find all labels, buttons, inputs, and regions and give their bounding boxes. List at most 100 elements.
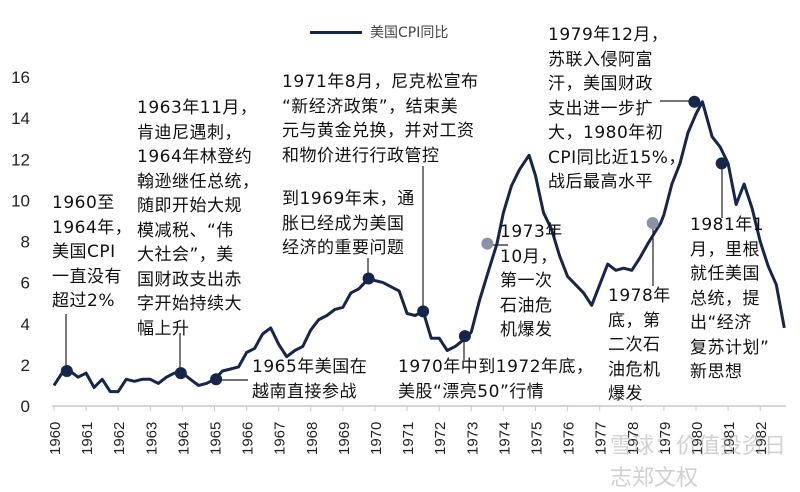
x-tick-label: 1964 bbox=[175, 422, 192, 455]
x-tick-label: 1963 bbox=[143, 422, 160, 455]
annotation-line: 一直没有 bbox=[52, 266, 122, 287]
annotation: 1978年底，第二次石油危机爆发 bbox=[608, 284, 671, 407]
annotation-line: 大社会”，美 bbox=[137, 245, 234, 265]
annotation-line: 1963年11月， bbox=[137, 98, 258, 118]
annotation-line: 1971年8月，尼克松宣布 bbox=[282, 72, 479, 92]
y-tick-label: 10 bbox=[11, 191, 30, 210]
x-tick-label: 1979 bbox=[657, 422, 674, 455]
annotation-line: 元与黄金兑换，并对工资 bbox=[282, 121, 475, 141]
annotation-line: 肯迪尼遇刺， bbox=[137, 122, 242, 143]
annotation-line: 汗，美国财政 bbox=[548, 74, 653, 94]
x-tick-label: 1973 bbox=[464, 422, 481, 455]
event-marker bbox=[417, 305, 430, 318]
x-tick-label: 1962 bbox=[111, 422, 128, 455]
y-tick-label: 6 bbox=[21, 274, 30, 293]
annotation-line: 幅上升 bbox=[137, 318, 190, 339]
annotation-line: 到1969年末，通 bbox=[282, 189, 415, 209]
annotation: 到1969年末，通 胀已经成为美国 经济的重要问题 bbox=[282, 187, 415, 261]
annotation-line: 石油危 bbox=[500, 295, 553, 316]
annotation: 1970年中到1972年底， 美股“漂亮50”行情 bbox=[398, 355, 594, 404]
annotation-line: 随即开始大规 bbox=[137, 196, 242, 216]
annotation-line: 机爆发 bbox=[500, 320, 553, 340]
annotation-line: 第一次 bbox=[500, 271, 553, 291]
annotation-line: 新思想 bbox=[690, 362, 743, 382]
annotation-line: 就任美国 bbox=[690, 264, 760, 284]
annotation: 1971年8月，尼克松宣布 “新经济政策”，结束美 元与黄金兑换，并对工资 和物价进行… bbox=[282, 70, 479, 168]
cpi-chart: 1960 1961 1962 1963 1964 1965 1966 1967 1968 1969… bbox=[11, 68, 786, 455]
x-tick-label: 1978 bbox=[625, 422, 642, 455]
annotation-line: 美股“漂亮50”行情 bbox=[398, 381, 545, 402]
annotation: 1960至 1964年， 美国CPI 一直没有超过2% bbox=[52, 191, 132, 314]
annotation-line: 复苏计划” bbox=[690, 337, 770, 358]
annotation: 1973年 10月， 第一次石油危机爆发 bbox=[500, 220, 563, 343]
x-tick-label: 1977 bbox=[593, 422, 610, 455]
y-tick-label: 4 bbox=[21, 315, 30, 334]
event-marker bbox=[481, 237, 494, 250]
x-tick-label: 1970 bbox=[368, 422, 385, 455]
annotation-line: 底，第 bbox=[608, 310, 661, 331]
annotation-line: 大，1980年初 bbox=[548, 123, 664, 143]
event-marker bbox=[646, 217, 659, 230]
annotation-line: 1979年12月， bbox=[548, 25, 669, 45]
x-tick-label: 1976 bbox=[561, 422, 578, 455]
event-marker bbox=[715, 157, 728, 170]
event-marker bbox=[210, 373, 223, 386]
annotation-line: 1970年中到1972年底， bbox=[398, 357, 594, 377]
x-tick-label: 1972 bbox=[432, 422, 449, 455]
annotation: 1963年11月， 肯迪尼遇刺， 1964年林登约 翰逊继任总统， 随即开始大规 模减税、… bbox=[137, 96, 260, 341]
x-tick-label: 1971 bbox=[400, 422, 417, 455]
annotation-line: 国财政支出赤 bbox=[137, 269, 242, 290]
annotation-line: “新经济政策”，结束美 bbox=[282, 96, 459, 117]
x-tick-label: 1975 bbox=[529, 422, 546, 455]
event-marker bbox=[362, 272, 375, 285]
annotation-line: 月，里根 bbox=[690, 239, 760, 260]
annotation-line: 1973年 bbox=[500, 222, 563, 242]
annotation-line: 战后最高水平 bbox=[548, 172, 653, 192]
y-tick-label: 8 bbox=[21, 233, 30, 252]
annotation-line: CPI同比近15%， bbox=[548, 147, 686, 168]
x-tick-label: 1981 bbox=[721, 422, 738, 455]
annotation-line: 1965年美国在 bbox=[252, 357, 368, 377]
annotation-line: 苏联入侵阿富 bbox=[548, 49, 653, 70]
y-tick-label: 16 bbox=[11, 68, 30, 87]
x-tick-label: 1968 bbox=[304, 422, 321, 455]
y-tick-label: 14 bbox=[11, 109, 30, 128]
annotation-line: 1960至 bbox=[52, 193, 115, 213]
annotation-line: 油危机 bbox=[608, 359, 661, 380]
annotation-line: 1964年， bbox=[52, 217, 133, 238]
event-marker bbox=[458, 330, 471, 343]
event-marker bbox=[174, 367, 187, 380]
annotation-line: 和物价进行行政管控 bbox=[282, 145, 440, 166]
annotation: 1981年1 月，里根就任美国总统，提出“经济复苏计划” 新思想 bbox=[690, 213, 769, 385]
x-tick-label: 1967 bbox=[272, 422, 289, 455]
annotation-line: 胀已经成为美国 bbox=[282, 213, 405, 234]
annotation-line: 爆发 bbox=[608, 384, 643, 404]
x-tick-label: 1982 bbox=[753, 422, 770, 455]
annotation-line: 1964年林登约 bbox=[137, 147, 253, 167]
legend-swatch bbox=[310, 30, 362, 34]
annotation-line: 10月， bbox=[500, 246, 558, 267]
x-tick-label: 1969 bbox=[336, 422, 353, 455]
y-tick-label: 0 bbox=[21, 397, 30, 416]
annotation-line: 二次石 bbox=[608, 335, 661, 355]
annotation-line: 超过2% bbox=[52, 291, 115, 311]
annotation-line: 总统，提 bbox=[690, 288, 760, 309]
x-tick-label: 1965 bbox=[208, 422, 225, 455]
annotation-line: 美国CPI bbox=[52, 242, 116, 262]
legend-label: 美国CPI同比 bbox=[370, 25, 449, 41]
x-tick-label: 1966 bbox=[240, 422, 257, 455]
annotation-line: 字开始持续大 bbox=[137, 294, 242, 314]
annotation: 1965年美国在 越南直接参战 bbox=[252, 355, 367, 404]
x-tick-label: 1980 bbox=[689, 422, 706, 455]
annotation-line: 支出进一步扩 bbox=[548, 98, 653, 119]
annotation-line: 越南直接参战 bbox=[252, 381, 357, 402]
annotation-line: 经济的重要问题 bbox=[282, 238, 405, 258]
annotation: 1979年12月， 苏联入侵阿富 汗，美国财政 支出进一步扩 大，1980年初 CPI同比… bbox=[548, 23, 686, 195]
annotation-line: 1981年1 bbox=[690, 215, 765, 235]
annotation-line: 出“经济 bbox=[690, 313, 752, 333]
annotation-line: 1978年 bbox=[608, 286, 671, 306]
annotation-line: 模减税、“伟 bbox=[137, 220, 234, 241]
y-tick-label: 2 bbox=[21, 356, 30, 375]
x-tick-label: 1974 bbox=[496, 422, 513, 455]
event-marker bbox=[688, 95, 701, 108]
